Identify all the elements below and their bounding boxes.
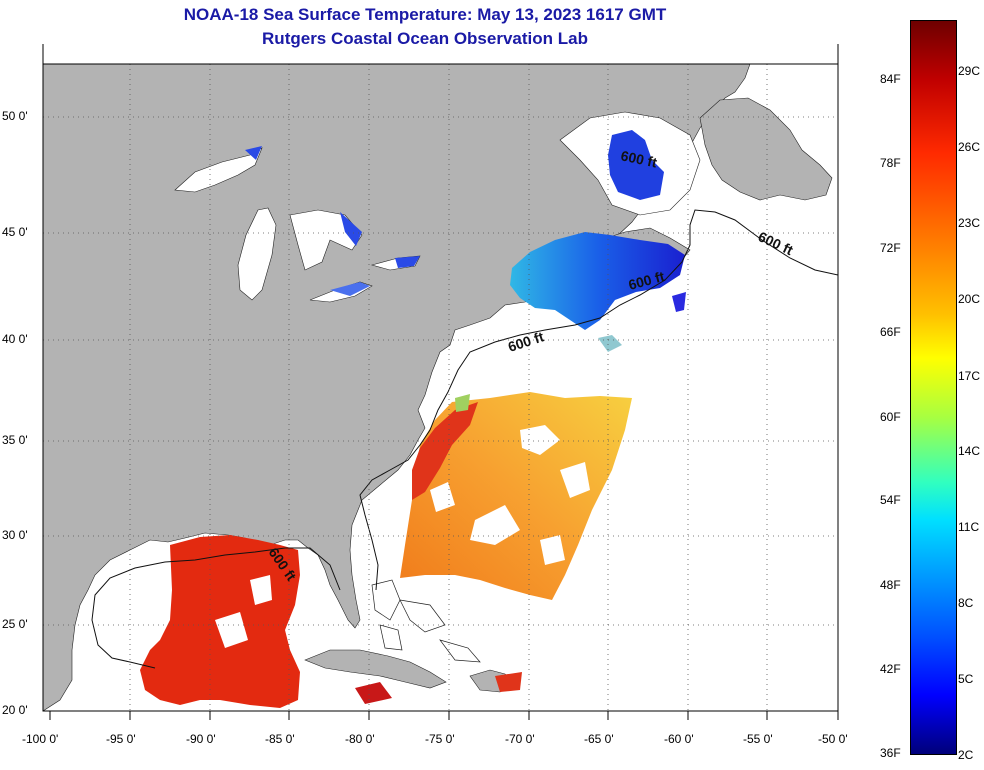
axis-ticks	[42, 44, 839, 720]
lat-label-30: 30 0'	[2, 528, 28, 542]
isobath-label-1: 600 ft	[619, 147, 658, 170]
map-subtitle: Rutgers Coastal Ocean Observation Lab	[262, 29, 588, 48]
colorbar-c-11: 11C	[958, 520, 980, 534]
temperature-colorbar	[910, 20, 957, 755]
colorbar-f-66: 66F	[880, 325, 901, 339]
lon-label-75: -75 0'	[425, 732, 455, 746]
lat-label-25: 25 0'	[2, 617, 28, 631]
lon-label-90: -90 0'	[186, 732, 216, 746]
colorbar-c-5: 5C	[958, 672, 974, 686]
lon-label-95: -95 0'	[106, 732, 136, 746]
lat-label-20: 20 0'	[2, 703, 28, 717]
isobath-gulf-contour	[91, 547, 341, 669]
colorbar-c-8: 8C	[958, 596, 974, 610]
lon-label-100: -100 0'	[22, 732, 59, 746]
gulf-of-maine-sst	[510, 232, 685, 330]
colorbar-f-84: 84F	[880, 72, 901, 86]
colorbar-f-48: 48F	[880, 578, 901, 592]
gulf-stream-sst	[400, 392, 632, 600]
caribbean-sst-2	[495, 672, 522, 692]
colorbar-f-72: 72F	[880, 241, 901, 255]
lat-label-50: 50 0'	[2, 109, 28, 123]
gulf-stream-core	[412, 402, 478, 500]
lon-label-80: -80 0'	[345, 732, 375, 746]
land-cuba	[304, 649, 447, 689]
land-north-america	[43, 64, 751, 711]
lon-label-65: -65 0'	[584, 732, 614, 746]
colorbar-f-60: 60F	[880, 410, 901, 424]
lat-label-45: 45 0'	[2, 225, 28, 239]
sst-patch-east	[672, 292, 686, 312]
colorbar-f-36: 36F	[880, 746, 901, 760]
lat-label-40: 40 0'	[2, 332, 28, 346]
lat-label-35: 35 0'	[2, 433, 28, 447]
colorbar-f-42: 42F	[880, 662, 901, 676]
map-title: NOAA-18 Sea Surface Temperature: May 13,…	[183, 5, 667, 24]
sst-patch-cool	[455, 394, 470, 412]
isobath-600ft-contour	[359, 209, 838, 591]
great-lakes	[174, 146, 421, 303]
gulf-cloud-gaps	[215, 575, 272, 648]
colorbar-c-2: 2C	[958, 748, 974, 762]
lon-label-55: -55 0'	[743, 732, 773, 746]
colorbar-c-23: 23C	[958, 216, 981, 230]
colorbar-c-26: 26C	[958, 140, 981, 154]
colorbar-f-78: 78F	[880, 156, 901, 170]
colorbar-f-54: 54F	[880, 493, 901, 507]
sst-patch-shelf	[598, 335, 622, 352]
lon-label-70: -70 0'	[505, 732, 535, 746]
lon-label-60: -60 0'	[664, 732, 694, 746]
lon-label-50: -50 0'	[818, 732, 848, 746]
map-frame	[42, 63, 839, 712]
land-newfoundland	[699, 97, 833, 201]
colorbar-c-17: 17C	[958, 369, 981, 383]
colorbar-c-20: 20C	[958, 292, 981, 306]
cloud-gaps	[430, 425, 590, 565]
bahamas-banks	[371, 579, 481, 663]
caribbean-sst-1	[355, 682, 392, 704]
lon-label-85: -85 0'	[265, 732, 295, 746]
st-lawrence-sst	[608, 130, 664, 200]
colorbar-c-29: 29C	[958, 64, 981, 78]
colorbar-c-14: 14C	[958, 444, 981, 458]
